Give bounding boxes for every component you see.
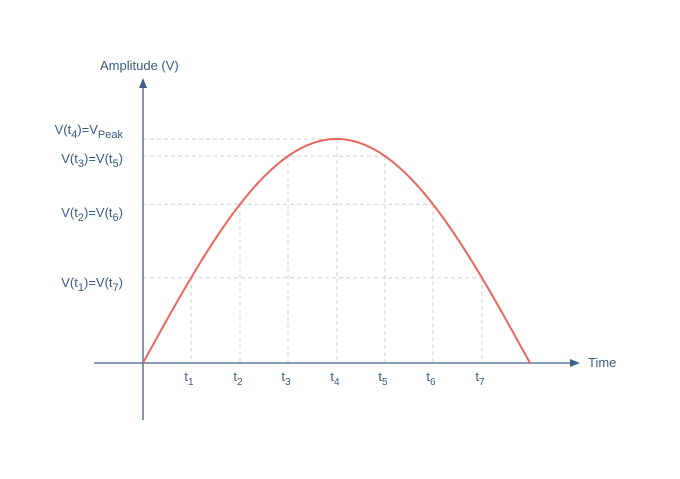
y-level-label-part: 3 (78, 158, 84, 170)
y-level-label-peak: V(t4)=VPeak (55, 122, 124, 141)
y-level-label-part: )=V(t (84, 275, 113, 290)
x-tick-sub: 3 (285, 377, 291, 388)
x-tick-base: t (233, 369, 237, 384)
x-tick-label-t1: t1 (184, 369, 194, 388)
x-tick-sub: 4 (334, 377, 340, 388)
axes (94, 78, 580, 420)
x-axis-arrow-icon (570, 359, 580, 367)
y-axis-label: Amplitude (V) (100, 58, 179, 73)
y-level-label-part: 4 (71, 129, 77, 141)
x-tick-label-t7: t7 (475, 369, 485, 388)
y-level-label-part: 7 (113, 282, 119, 294)
x-tick-sub: 1 (188, 377, 194, 388)
x-tick-base: t (281, 369, 285, 384)
y-level-label-part: 2 (78, 212, 84, 224)
y-level-label-part: ) (119, 151, 123, 166)
x-tick-label-t3: t3 (281, 369, 291, 388)
y-level-label-part: ) (119, 205, 123, 220)
x-tick-label-t2: t2 (233, 369, 243, 388)
y-level-label-part: )=V(t (84, 205, 113, 220)
y-level-label-part: )=V(t (84, 151, 113, 166)
y-level-label-part: V(t (61, 151, 78, 166)
x-tick-sub: 6 (430, 377, 436, 388)
x-axis-label: Time (588, 355, 616, 370)
y-level-label-part: V(t (61, 275, 78, 290)
x-tick-labels: t1 t2 t3 t4 t5 t6 t7 (184, 369, 485, 388)
x-tick-sub: 2 (237, 377, 243, 388)
y-level-label-part: 5 (113, 158, 119, 170)
x-tick-sub: 7 (479, 377, 485, 388)
y-level-label-part: Peak (98, 129, 124, 141)
x-tick-base: t (184, 369, 188, 384)
x-tick-base: t (475, 369, 479, 384)
x-tick-base: t (426, 369, 430, 384)
waveform-curve (142, 138, 531, 364)
x-tick-base: t (378, 369, 382, 384)
y-level-labels: V(t4)=VPeakV(t3)=V(t5)V(t2)=V(t6)V(t1)=V… (55, 122, 124, 294)
x-tick-base: t (330, 369, 334, 384)
y-level-label-part: 1 (78, 282, 84, 294)
x-tick-label-t4: t4 (330, 369, 340, 388)
y-level-label-part: V(t (55, 122, 72, 137)
guide-lines (143, 138, 483, 363)
y-axis-arrow-icon (139, 78, 147, 88)
y-level-label-part: )=V (77, 122, 98, 137)
y-level-label-part: V(t (61, 205, 78, 220)
x-tick-label-t6: t6 (426, 369, 436, 388)
y-level-label-part: 6 (113, 212, 119, 224)
y-level-label-l3: V(t3)=V(t5) (61, 151, 123, 170)
y-level-label-l2: V(t2)=V(t6) (61, 205, 123, 224)
x-tick-label-t5: t5 (378, 369, 388, 388)
y-level-label-l1: V(t1)=V(t7) (61, 275, 123, 294)
y-level-label-part: ) (119, 275, 123, 290)
x-tick-sub: 5 (382, 377, 388, 388)
